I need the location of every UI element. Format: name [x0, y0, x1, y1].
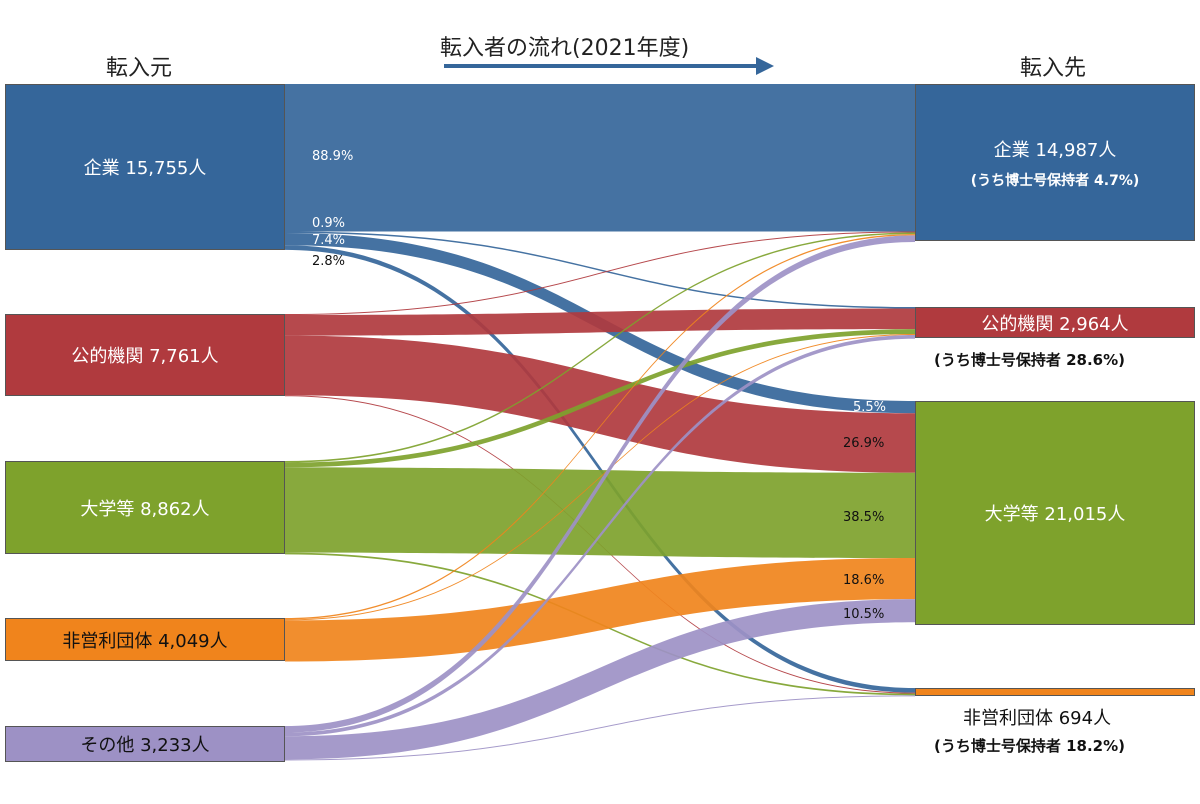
- target-node-company: 企業 14,987人 (うち博士号保持者 4.7%): [915, 84, 1195, 241]
- flow-link-nonprofit-to-company: [285, 234, 915, 620]
- flow-link-other-to-university: [285, 599, 915, 760]
- flow-links: [285, 84, 915, 761]
- source-node-label: 公的機関 7,761人: [71, 346, 219, 367]
- target-node-nonprofit: [915, 688, 1195, 696]
- pct-nonprofit-share-of-university: 18.6%: [843, 573, 885, 588]
- source-node-nonprofit: 非営利団体 4,049人: [5, 618, 285, 661]
- flow-link-nonprofit-to-public: [285, 334, 915, 621]
- flow-link-company-to-public: [285, 231, 915, 309]
- flow-link-public-to-company: [285, 231, 915, 315]
- flow-link-university-to-university: [285, 467, 915, 559]
- target-node-public: 公的機関 2,964人: [915, 307, 1195, 338]
- pct-other-share-of-university: 10.5%: [843, 607, 885, 622]
- flow-title: 転入者の流れ(2021年度): [440, 36, 690, 61]
- target-node-label: 大学等 21,015人: [984, 504, 1126, 525]
- target-node-label: 企業 14,987人: [993, 139, 1117, 161]
- target-node-nonprofit-label: 非営利団体 694人: [963, 708, 1112, 729]
- source-node-label: 非営利団体 4,049人: [62, 630, 228, 652]
- pct-company-to-company: 88.9%: [312, 149, 354, 164]
- target-node-university: 大学等 21,015人: [915, 401, 1195, 625]
- flow-link-university-to-company: [285, 232, 915, 463]
- flow-link-nonprofit-to-university: [285, 558, 915, 662]
- flow-link-company-to-company: [285, 84, 915, 232]
- flow-link-other-to-nonprofit: [285, 695, 915, 761]
- flow-link-other-to-public: [285, 335, 915, 737]
- pct-company-share-of-university: 5.5%: [853, 400, 887, 415]
- flow-link-public-to-public: [285, 308, 915, 336]
- target-node-public-note: (うち博士号保持者 28.6%): [934, 351, 1125, 369]
- pct-company-to-university: 7.4%: [312, 233, 346, 248]
- target-node-nonprofit-note: (うち博士号保持者 18.2%): [934, 737, 1125, 755]
- pct-company-to-nonprofit: 2.8%: [312, 254, 346, 269]
- flow-link-other-to-company: [285, 235, 915, 733]
- source-node-label: その他 3,233人: [80, 735, 210, 756]
- source-header: 転入元: [106, 56, 173, 81]
- pct-public-share-of-university: 26.9%: [843, 436, 885, 451]
- target-node-label: 公的機関 2,964人: [981, 313, 1129, 335]
- flow-link-company-to-nonprofit: [285, 245, 915, 693]
- target-node-note: (うち博士号保持者 4.7%): [970, 172, 1140, 189]
- source-node-university: 大学等 8,862人: [5, 461, 285, 554]
- source-node-public: 公的機関 7,761人: [5, 314, 285, 396]
- pct-university-share-of-university: 38.5%: [843, 510, 885, 525]
- source-node-label: 大学等 8,862人: [80, 498, 210, 520]
- pct-company-to-public: 0.9%: [312, 216, 346, 231]
- target-header: 転入先: [1020, 56, 1087, 81]
- source-node-other: その他 3,233人: [5, 726, 285, 762]
- flow-link-public-to-university: [285, 335, 915, 473]
- flow-link-university-to-public: [285, 329, 915, 468]
- flow-direction-arrow: [444, 57, 774, 75]
- source-node-label: 企業 15,755人: [83, 158, 207, 179]
- source-node-company: 企業 15,755人: [5, 84, 285, 250]
